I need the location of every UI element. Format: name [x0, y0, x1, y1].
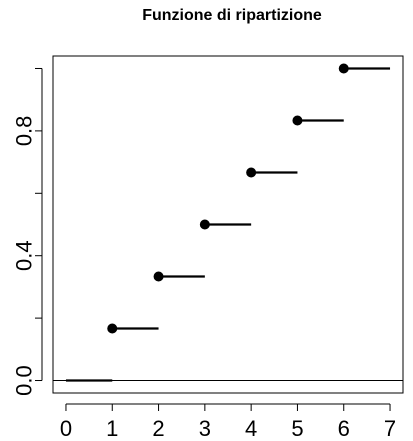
step-point-1	[107, 323, 118, 334]
step-point-5	[292, 115, 303, 126]
plot-area	[53, 63, 403, 382]
x-tick-label-4: 4	[245, 416, 257, 441]
x-tick-label-5: 5	[291, 416, 303, 441]
step-point-4	[246, 167, 257, 178]
x-tick-label-2: 2	[152, 416, 164, 441]
x-tick-label-7: 7	[384, 416, 396, 441]
x-tick-label-3: 3	[199, 416, 211, 441]
x-tick-label-6: 6	[338, 416, 350, 441]
y-axis: 0.0 0.4 0.8	[12, 67, 43, 396]
y-tick-label-4: 0.8	[12, 116, 37, 147]
y-tick-label-2: 0.4	[12, 240, 37, 271]
plot-frame	[52, 55, 404, 394]
chart-title: Funzione di ripartizione	[142, 7, 322, 24]
step-point-3	[199, 219, 210, 230]
x-tick-label-0: 0	[60, 416, 72, 441]
step-point-2	[153, 271, 164, 282]
y-tick-label-0: 0.0	[12, 365, 37, 396]
x-axis: 0 1 2 3 4 5 6 7	[60, 403, 396, 441]
x-tick-label-1: 1	[106, 416, 118, 441]
step-point-6	[338, 63, 349, 74]
